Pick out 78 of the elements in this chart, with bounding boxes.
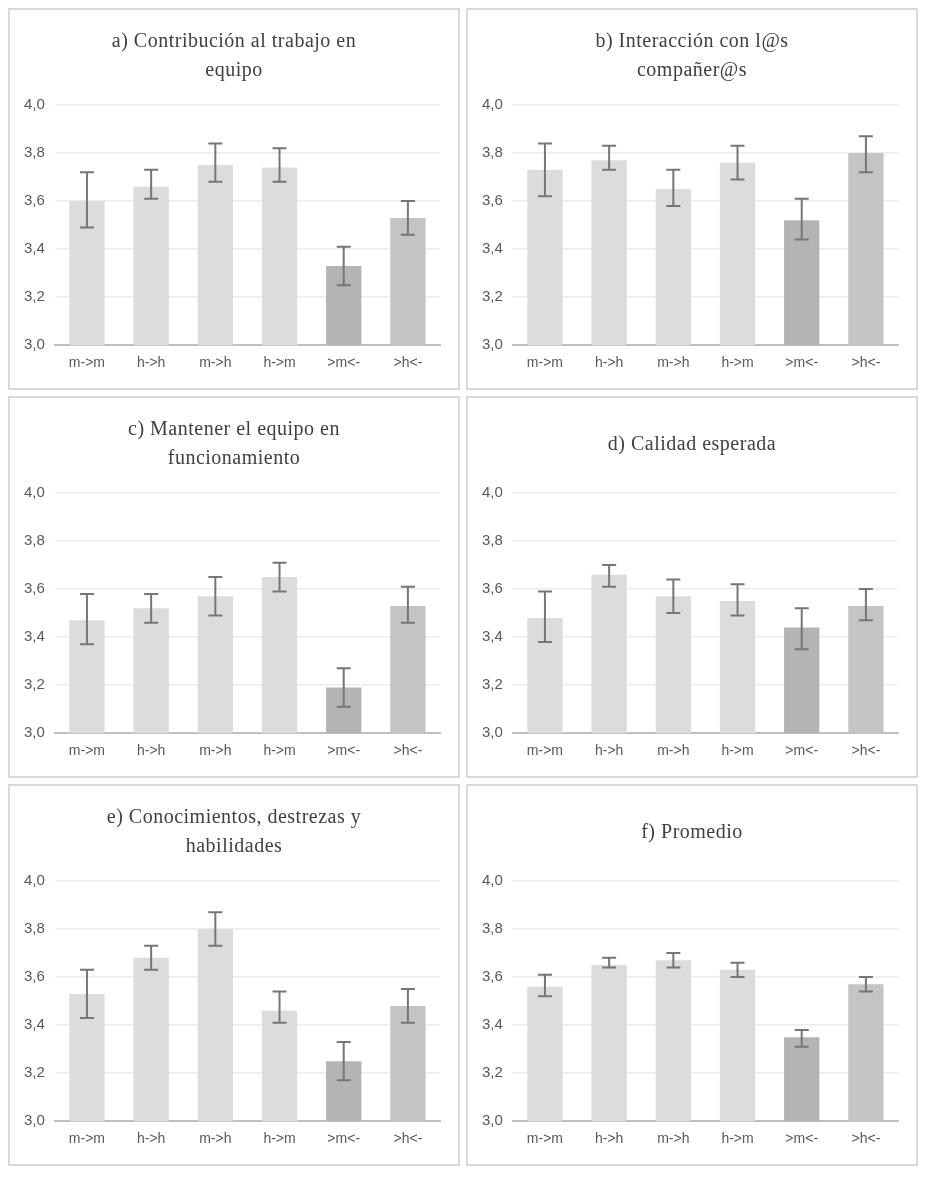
y-tick-label: 3,6 — [481, 967, 503, 985]
x-tick-label: >m<- — [785, 354, 819, 371]
y-tick-label: 3,8 — [481, 531, 503, 549]
chart-title: b) Interacción con l@s compañer@s — [594, 28, 790, 83]
y-tick-label: 3,0 — [23, 335, 45, 353]
x-tick-label: >h<- — [851, 1130, 881, 1147]
y-tick-label: 4,0 — [481, 871, 503, 889]
y-tick-label: 3,0 — [481, 335, 503, 353]
y-tick-label: 3,4 — [481, 627, 503, 645]
x-tick-label: m->h — [199, 354, 232, 371]
y-tick-label: 3,2 — [481, 675, 503, 693]
x-tick-label: h->h — [136, 1130, 166, 1147]
y-tick-label: 3,4 — [481, 239, 503, 257]
x-tick-label: >m<- — [327, 742, 361, 759]
y-tick-label: 3,6 — [481, 191, 503, 209]
chart-title: f) Promedio — [640, 818, 744, 845]
x-tick-label: >h<- — [851, 742, 881, 759]
x-tick-label: m->h — [199, 742, 232, 759]
x-tick-label: m->m — [526, 1130, 564, 1147]
x-tick-label: >m<- — [327, 354, 361, 371]
y-tick-label: 4,0 — [481, 483, 503, 501]
x-tick-label: h->h — [594, 354, 624, 371]
x-tick-label: >h<- — [851, 354, 881, 371]
y-tick-label: 3,0 — [481, 723, 503, 741]
x-tick-label: >h<- — [393, 354, 423, 371]
x-tick-label: m->m — [68, 742, 106, 759]
y-tick-label: 3,6 — [481, 579, 503, 597]
y-tick-label: 3,8 — [23, 919, 45, 937]
y-tick-label: 3,4 — [23, 1015, 45, 1033]
x-tick-label: m->h — [199, 1130, 232, 1147]
y-tick-label: 3,4 — [481, 1015, 503, 1033]
chart-title: d) Calidad esperada — [606, 430, 778, 457]
y-tick-label: 3,0 — [481, 1111, 503, 1129]
x-tick-label: h->m — [263, 742, 296, 759]
y-tick-label: 3,4 — [23, 239, 45, 257]
y-tick-label: 3,6 — [23, 579, 45, 597]
y-tick-label: 3,2 — [23, 675, 45, 693]
x-tick-label: m->h — [657, 354, 690, 371]
x-tick-label: m->h — [657, 742, 690, 759]
y-tick-label: 3,2 — [481, 1063, 503, 1081]
x-tick-label: h->h — [136, 354, 166, 371]
y-tick-label: 3,8 — [23, 143, 45, 161]
x-tick-label: h->m — [263, 354, 296, 371]
y-tick-label: 3,8 — [481, 919, 503, 937]
y-tick-label: 3,2 — [23, 1063, 45, 1081]
y-tick-label: 3,0 — [23, 1111, 45, 1129]
y-tick-label: 4,0 — [23, 871, 45, 889]
y-tick-label: 3,0 — [23, 723, 45, 741]
y-tick-label: 3,4 — [23, 627, 45, 645]
x-tick-label: h->m — [263, 1130, 296, 1147]
y-tick-label: 3,6 — [23, 967, 45, 985]
x-tick-label: m->m — [526, 742, 564, 759]
chart-title: e) Conocimientos, destrezas y habilidades — [105, 804, 363, 858]
x-tick-label: h->h — [594, 1130, 624, 1147]
y-tick-label: 3,6 — [23, 191, 45, 209]
x-tick-label: m->m — [526, 354, 564, 371]
x-tick-label: h->h — [594, 742, 624, 759]
y-tick-label: 3,8 — [481, 143, 503, 161]
x-tick-label: >h<- — [393, 742, 423, 759]
x-tick-label: >m<- — [785, 742, 819, 759]
chart-title: a) Contribución al trabajo en equipo — [110, 28, 358, 83]
y-tick-label: 4,0 — [23, 95, 45, 113]
x-tick-label: m->h — [657, 1130, 690, 1147]
y-tick-label: 3,2 — [23, 287, 45, 305]
y-tick-label: 3,8 — [23, 531, 45, 549]
x-tick-label: m->m — [68, 1130, 106, 1147]
x-tick-label: h->h — [136, 742, 166, 759]
chart-title: c) Mantener el equipo en funcionamiento — [127, 416, 341, 470]
y-tick-label: 4,0 — [23, 483, 45, 501]
x-tick-label: h->m — [721, 354, 754, 371]
y-tick-label: 3,2 — [481, 287, 503, 305]
x-tick-label: >h<- — [393, 1130, 423, 1147]
x-tick-label: >m<- — [327, 1130, 361, 1147]
x-tick-label: >m<- — [785, 1130, 819, 1147]
x-tick-label: m->m — [68, 354, 106, 371]
y-tick-label: 4,0 — [481, 95, 503, 113]
x-tick-label: h->m — [721, 1130, 754, 1147]
x-tick-label: h->m — [721, 742, 754, 759]
